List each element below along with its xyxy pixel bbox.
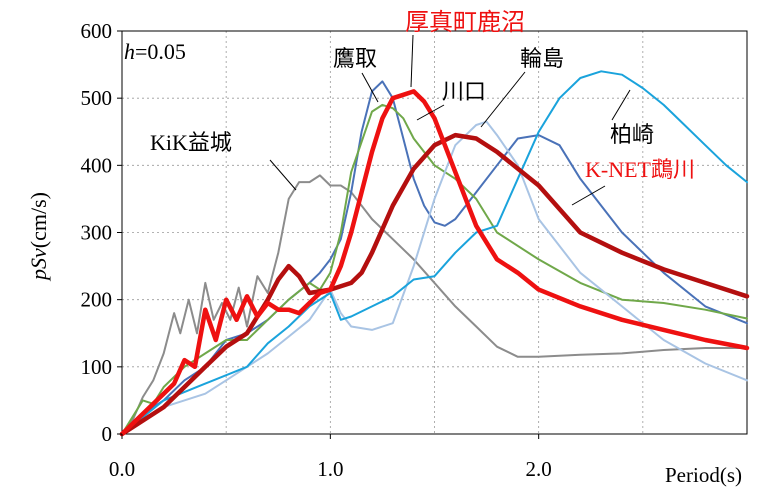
series-annotation: 柏崎 — [610, 122, 654, 147]
annotation-leader — [611, 89, 631, 121]
series-annotation: 厚真町鹿沼 — [405, 9, 525, 36]
y-tick-label: 600 — [81, 19, 113, 43]
annotation-leaders — [269, 34, 631, 206]
axis-ticks: 0 100 200 300 400 500 600 0.0 1.0 2.0 — [81, 19, 552, 481]
y-tick-label: 100 — [81, 355, 113, 379]
y-tick-label: 400 — [81, 153, 113, 177]
annotation-leader — [480, 71, 526, 128]
series-line — [121, 174, 748, 435]
x-tick-label: 2.0 — [526, 457, 552, 481]
series-line — [121, 80, 748, 435]
x-tick-label: 0.0 — [109, 457, 135, 481]
y-tick-label: 200 — [81, 288, 113, 312]
grid — [122, 31, 747, 434]
x-axis-label: Period(s) — [665, 463, 742, 487]
series-line — [121, 120, 748, 435]
y-tick-label: 500 — [81, 86, 113, 110]
damping-label: h=0.05 — [124, 39, 186, 64]
series-annotation: 輪島 — [520, 46, 564, 71]
series-line — [119, 89, 750, 437]
annotation-leader — [416, 104, 445, 121]
series-annotation: 鷹取 — [333, 46, 377, 71]
annotation-leader — [269, 159, 297, 191]
series-annotation: KiK益城 — [150, 130, 232, 155]
y-tick-label: 0 — [102, 422, 113, 446]
series-line — [119, 132, 750, 437]
series-line — [121, 70, 748, 435]
series-layer — [119, 70, 750, 437]
series-line — [121, 103, 748, 435]
series-annotation: 川口 — [442, 79, 486, 104]
annotation-leader — [410, 34, 414, 88]
annotation-leader — [361, 72, 379, 103]
x-tick-label: 1.0 — [317, 457, 343, 481]
y-tick-label: 300 — [81, 221, 113, 245]
y-axis-label: pSv(cm/s) — [26, 192, 51, 282]
series-annotation: K-NET鵡川 — [585, 157, 695, 182]
annotation-leader — [571, 185, 606, 206]
